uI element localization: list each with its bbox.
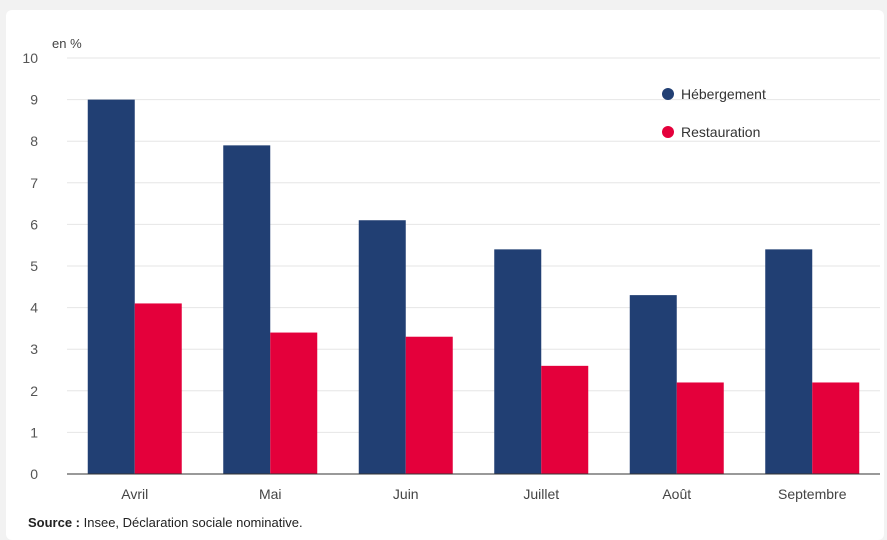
bar-hebergement xyxy=(765,249,813,474)
legend-label: Hébergement xyxy=(681,86,766,102)
bar-restauration xyxy=(541,365,589,474)
bar-hebergement xyxy=(629,295,677,474)
bar-hebergement xyxy=(494,249,542,474)
bar-hebergement xyxy=(87,99,135,474)
legend: Hébergement Restauration xyxy=(662,86,766,140)
x-tick-label: Mai xyxy=(259,486,282,502)
y-tick-label: 0 xyxy=(30,466,38,482)
source-label: Source : xyxy=(28,515,81,530)
bar-restauration xyxy=(812,382,860,474)
bar-restauration xyxy=(405,336,453,474)
y-axis-ticks: 0 1 2 3 4 5 6 7 8 9 10 xyxy=(22,50,38,482)
y-axis-unit-label: en % xyxy=(52,36,82,51)
x-tick-label: Septembre xyxy=(778,486,847,502)
bar-hebergement xyxy=(223,145,271,475)
bars xyxy=(87,99,860,475)
x-tick-label: Juillet xyxy=(523,486,559,502)
y-tick-label: 8 xyxy=(30,133,38,149)
legend-label: Restauration xyxy=(681,124,760,140)
legend-marker xyxy=(662,88,674,100)
y-tick-label: 4 xyxy=(30,300,38,316)
x-tick-label: Avril xyxy=(121,486,148,502)
gridlines xyxy=(67,57,880,433)
x-tick-label: Août xyxy=(662,486,691,502)
y-tick-label: 9 xyxy=(30,92,38,108)
y-tick-label: 7 xyxy=(30,175,38,191)
bar-restauration xyxy=(270,332,318,474)
y-tick-label: 6 xyxy=(30,216,38,232)
legend-marker xyxy=(662,126,674,138)
source-text: Insee, Déclaration sociale nominative. xyxy=(80,515,303,530)
source-note: Source : Insee, Déclaration sociale nomi… xyxy=(28,515,303,530)
y-tick-label: 5 xyxy=(30,258,38,274)
bar-restauration xyxy=(134,303,182,474)
y-tick-label: 2 xyxy=(30,383,38,399)
x-tick-label: Juin xyxy=(393,486,419,502)
bar-chart: 0 1 2 3 4 5 6 7 8 9 10 en % Avril Mai Juin Juillet Aoû… xyxy=(22,36,880,502)
y-tick-label: 1 xyxy=(30,424,38,440)
x-axis-labels: Avril Mai Juin Juillet Août Septembre xyxy=(121,486,846,502)
y-tick-label: 10 xyxy=(22,50,38,66)
y-tick-label: 3 xyxy=(30,341,38,357)
bar-hebergement xyxy=(358,220,406,474)
bar-restauration xyxy=(676,382,724,474)
